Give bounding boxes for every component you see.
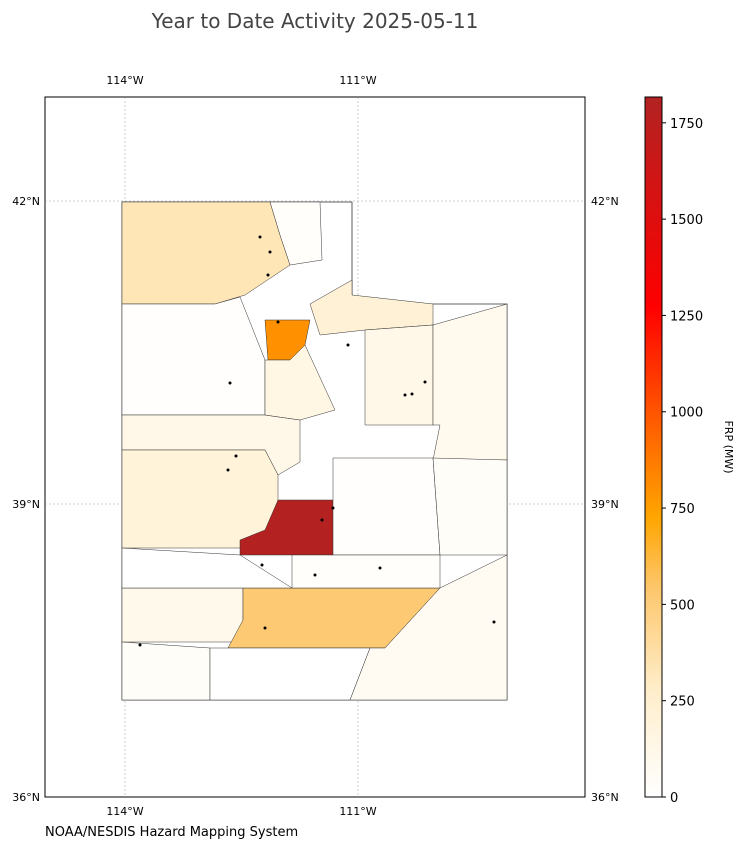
county [332,457,441,556]
fire-detection [346,343,350,347]
county [432,457,508,556]
fire-detection [234,454,238,458]
lat-label: 39°N [12,498,40,511]
colorbar-tick-label: 1250 [670,309,703,324]
lat-label: 36°N [12,791,40,804]
fire-detection [331,506,335,510]
colorbar-label: FRP (MW) [722,420,735,473]
fire-detection [266,273,270,277]
colorbar [644,96,663,798]
county [264,344,336,421]
county [309,279,434,336]
fire-detection [378,566,382,570]
credit: NOAA/NESDIS Hazard Mapping System [45,825,298,840]
county [121,449,279,549]
lat-label: 36°N [591,791,619,804]
title: Year to Date Activity 2025-05-11 [151,9,479,33]
fire-detection [260,563,264,567]
county [121,547,293,589]
county [269,201,323,266]
county [121,587,244,643]
fire-detection [268,250,272,254]
county [121,296,266,416]
colorbar-tick-label: 500 [670,598,695,613]
fire-detection [228,381,232,385]
county [121,641,211,701]
lon-label: 114°W [106,74,143,87]
colorbar-tick-label: 1000 [670,406,703,421]
county [432,303,508,461]
lon-label: 111°W [339,74,376,87]
fire-detection [263,626,267,630]
colorbar-tick-label: 0 [670,791,678,806]
county [364,324,434,426]
colorbar-tick-label: 1500 [670,213,703,228]
fire-detection [410,392,414,396]
lat-label: 42°N [12,195,40,208]
fire-detection [492,620,496,624]
county [291,554,441,589]
fire-detection [313,573,317,577]
lat-label: 42°N [591,195,619,208]
lon-label: 114°W [106,805,143,818]
fire-detection [138,643,142,647]
fire-detection [276,320,280,324]
county [209,647,371,701]
lon-label: 111°W [339,805,376,818]
colorbar-tick-label: 250 [670,695,695,710]
colorbar-tick-label: 1750 [670,117,703,132]
fire-detection [226,468,230,472]
fire-detection [403,393,407,397]
lat-label: 39°N [591,498,619,511]
map-area [45,97,585,797]
fire-detection [423,380,427,384]
colorbar-tick-label: 750 [670,502,695,517]
fire-detection [258,235,262,239]
fire-detection [320,518,324,522]
